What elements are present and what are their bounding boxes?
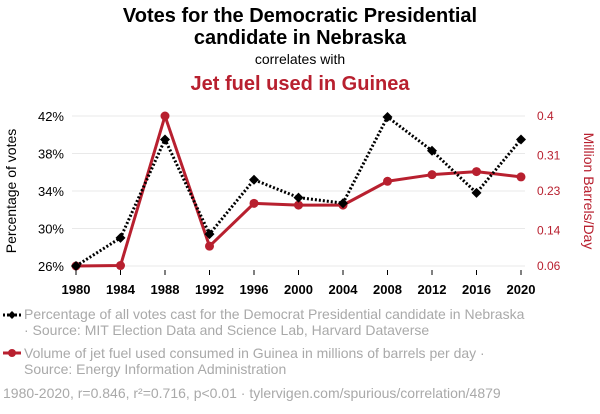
x-tick-label: 2008	[373, 282, 402, 297]
gridlines	[72, 115, 525, 267]
data-point	[71, 261, 81, 271]
x-tick-label: 1984	[106, 282, 136, 297]
y-left-tick-label: 42%	[38, 109, 64, 124]
x-tick-label: 2020	[507, 282, 536, 297]
y-left-tick-label: 30%	[38, 222, 64, 237]
data-point	[294, 200, 303, 210]
y-left-tick-label: 34%	[38, 184, 64, 199]
y-right-tick-label: 0.06	[537, 259, 561, 273]
correlates-text: correlates with	[255, 51, 345, 67]
data-point	[382, 111, 393, 122]
data-point	[204, 229, 215, 240]
x-tick-label: 1996	[240, 282, 269, 297]
y-axis-left-label: Percentage of votes	[3, 129, 19, 254]
data-point	[427, 170, 437, 180]
data-point	[160, 134, 170, 145]
data-point	[427, 145, 437, 156]
x-tick-label: 2004	[329, 282, 359, 297]
x-tick-label: 1992	[195, 282, 224, 297]
series-votes	[71, 111, 526, 271]
y-axis-right-ticks: 0.06 0.14 0.23 0.31 0.4	[537, 109, 561, 273]
data-point	[249, 198, 259, 208]
y-right-tick-label: 0.23	[537, 184, 561, 198]
x-axis-ticks: 1980 1984 1988 1992 1996 2000 2004 2008 2012 2016…	[62, 270, 536, 297]
y-right-tick-label: 0.14	[537, 224, 561, 238]
data-point	[115, 232, 126, 243]
data-point	[383, 176, 392, 186]
y-axis-left-ticks: 26% 30% 34% 38% 42%	[38, 109, 64, 274]
chart-title-line1: Votes for the Democratic Presidential	[123, 5, 477, 27]
footer-stats: 1980-2020, r=0.846, r²=0.716, p<0.01 · t…	[3, 385, 501, 401]
data-point	[116, 261, 125, 271]
data-point	[472, 167, 481, 177]
x-tick-label: 1988	[151, 282, 180, 297]
x-tick-label: 2016	[462, 282, 491, 297]
series-line	[75, 115, 523, 268]
chart-title-line2: candidate in Nebraska	[194, 27, 407, 49]
y-left-tick-label: 38%	[38, 147, 64, 162]
x-tick-label: 2012	[418, 282, 447, 297]
legend-series1-diamond-icon	[8, 311, 16, 319]
data-point	[516, 172, 526, 182]
data-point	[160, 111, 170, 121]
legend-series2-text-2: Source: Energy Information Administratio…	[24, 361, 286, 377]
legend-series2-text-1: Volume of jet fuel used consumed in Guin…	[24, 345, 485, 361]
data-point	[293, 192, 304, 203]
y-right-tick-label: 0.31	[537, 149, 561, 163]
y-left-tick-label: 26%	[38, 259, 64, 274]
chart-title-2: Jet fuel used in Guinea	[191, 73, 411, 95]
legend-series1-text-2: · Source: MIT Election Data and Science …	[24, 322, 429, 338]
x-tick-label: 2000	[284, 282, 313, 297]
data-point	[338, 198, 348, 209]
data-point	[249, 174, 259, 185]
legend: Percentage of all votes cast for the Dem…	[3, 306, 525, 377]
data-point	[471, 187, 482, 198]
y-right-tick-label: 0.4	[537, 109, 554, 123]
data-point	[516, 134, 526, 145]
legend-series2-circle-icon	[8, 349, 16, 357]
data-point	[205, 241, 214, 251]
legend-series1-text-1: Percentage of all votes cast for the Dem…	[24, 306, 525, 322]
x-tick-label: 1980	[62, 282, 91, 297]
y-axis-right-label: Million Barrels/Day	[581, 133, 597, 250]
